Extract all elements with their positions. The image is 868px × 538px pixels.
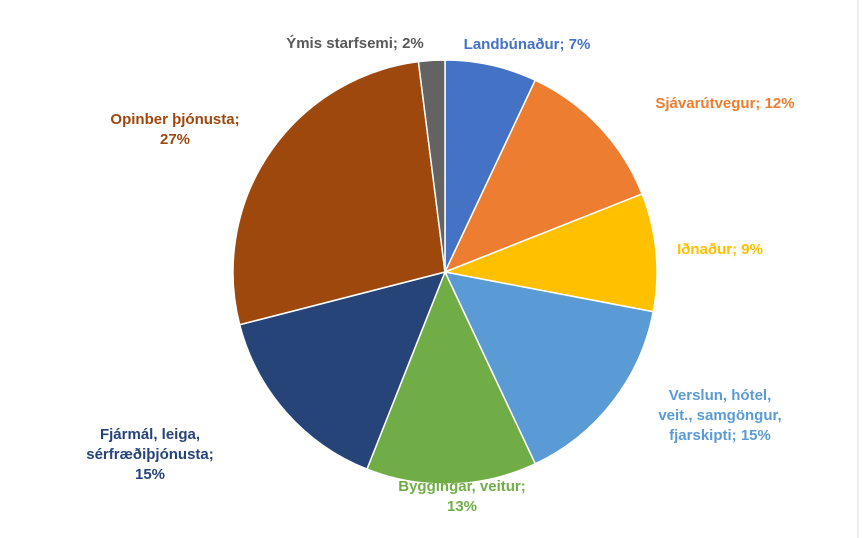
pie-slice xyxy=(365,270,537,485)
data-label: Byggingar, veitur; 13% xyxy=(398,478,526,515)
data-label: Opinber þjónusta; 27% xyxy=(110,111,240,148)
pie-slice xyxy=(238,270,447,471)
data-label: Verslun, hótel, veit., samgöngur, fjarsk… xyxy=(658,387,782,444)
pie-slice xyxy=(443,270,655,465)
pie-slice xyxy=(443,79,644,274)
data-label: Fjármál, leiga, sérfræðiþjónusta; 15% xyxy=(86,426,214,483)
pie-slice xyxy=(232,60,446,326)
pie-slice xyxy=(417,59,446,273)
data-label: Landbúnaður; 7% xyxy=(463,36,591,53)
data-label: Ýmis starfsemi; 2% xyxy=(286,35,424,52)
pie-slice xyxy=(442,192,658,313)
data-label: Iðnaður; 9% xyxy=(677,241,763,258)
data-label: Sjávarútvegur; 12% xyxy=(655,95,795,112)
